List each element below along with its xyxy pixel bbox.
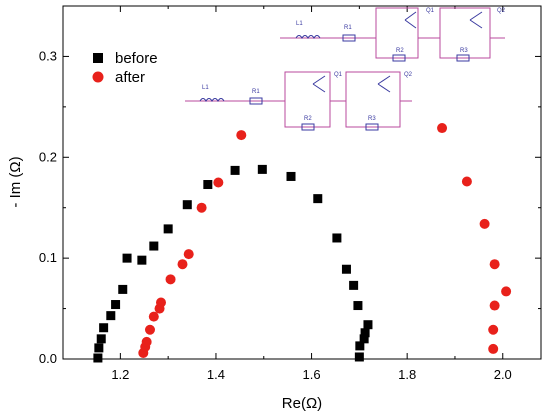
data-point-before	[137, 255, 147, 265]
data-point-before	[359, 334, 369, 344]
legend-label-after: after	[115, 69, 145, 86]
data-point-before	[94, 343, 104, 353]
data-point-after	[489, 300, 500, 311]
data-point-after	[488, 343, 499, 354]
x-tick-label: 1.4	[207, 367, 225, 382]
circuit-bottom-r2: R2	[304, 116, 312, 122]
data-point-before	[122, 253, 132, 263]
y-tick-label: 0.1	[39, 250, 57, 265]
axis-ticks	[63, 6, 541, 360]
y-tick-label: 0.3	[39, 48, 57, 63]
circuit-top-l1: L1	[296, 21, 303, 27]
circuit-top-r1: R1	[344, 25, 352, 31]
x-tick-label: 2.0	[494, 367, 512, 382]
data-point-before	[355, 341, 365, 351]
y-axis-label: - Im (Ω)	[7, 156, 24, 207]
data-point-after	[155, 297, 166, 308]
data-point-before	[182, 200, 192, 210]
y-tick-label: 0.2	[39, 149, 57, 164]
circuit-bottom-r1: R1	[252, 89, 260, 95]
plot-frame	[62, 5, 542, 360]
data-point-after	[144, 324, 155, 335]
data-point-before	[286, 171, 296, 181]
data-point-before	[353, 301, 363, 311]
axis-tick-labels: 1.2 1.4 1.6 1.8 2.0 0.0 0.1 0.2 0.3	[39, 48, 512, 382]
data-point-before	[360, 328, 370, 338]
data-point-before	[93, 353, 103, 363]
circuit-diagram-bottom	[185, 71, 412, 131]
data-point-after	[141, 336, 152, 347]
circuit-bottom-r3: R3	[368, 116, 376, 122]
data-point-before	[149, 241, 159, 251]
data-point-before	[230, 165, 240, 175]
data-point-after	[489, 259, 500, 270]
data-point-after	[183, 249, 194, 260]
data-point-after	[165, 274, 176, 285]
x-axis-label: Re(Ω)	[282, 395, 322, 412]
data-point-after	[488, 324, 499, 335]
data-point-after	[479, 218, 490, 229]
data-point-after	[177, 259, 188, 270]
x-tick-label: 1.6	[303, 367, 321, 382]
data-point-after	[213, 177, 224, 188]
data-point-after	[148, 311, 159, 322]
data-point-before	[99, 323, 109, 333]
data-point-before	[118, 284, 128, 294]
data-point-before	[313, 194, 323, 204]
legend: before after	[92, 50, 158, 86]
x-tick-label: 1.8	[398, 367, 416, 382]
data-point-after	[501, 286, 512, 297]
data-point-before	[341, 264, 351, 274]
data-point-before	[111, 300, 121, 310]
circuit-diagram-top	[280, 7, 505, 62]
circuit-top-q2: Q2	[497, 8, 506, 14]
data-point-before	[363, 320, 373, 330]
data-point-before	[257, 164, 267, 174]
data-point-after	[196, 202, 207, 213]
legend-marker-after	[92, 71, 104, 83]
x-tick-label: 1.2	[111, 367, 129, 382]
data-point-before	[163, 224, 173, 234]
circuit-top-r3: R3	[460, 48, 468, 54]
circuit-bottom-l1: L1	[202, 85, 209, 91]
data-point-before	[354, 352, 364, 362]
data-point-after	[461, 176, 472, 187]
data-point-before	[203, 180, 213, 190]
data-point-after	[437, 123, 448, 134]
y-tick-label: 0.0	[39, 351, 57, 366]
circuit-top-r2: R2	[396, 48, 404, 54]
data-point-before	[332, 233, 342, 243]
data-point-after	[236, 130, 247, 141]
circuit-top-q1: Q1	[426, 8, 435, 14]
legend-label-before: before	[115, 50, 158, 67]
data-point-before	[106, 311, 116, 321]
data-points	[93, 123, 512, 363]
circuit-bottom-q1: Q1	[334, 72, 343, 78]
legend-marker-before	[93, 53, 103, 63]
data-point-before	[349, 280, 359, 290]
data-point-before	[96, 334, 106, 344]
circuit-bottom-q2: Q2	[404, 72, 413, 78]
